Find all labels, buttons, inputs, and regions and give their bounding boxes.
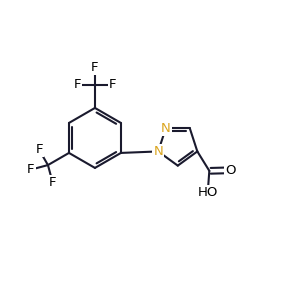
Text: O: O — [226, 164, 236, 177]
Text: F: F — [73, 78, 81, 91]
Text: F: F — [91, 61, 99, 74]
Text: F: F — [35, 143, 43, 156]
Text: F: F — [49, 176, 56, 189]
Text: HO: HO — [198, 186, 218, 199]
Text: N: N — [153, 145, 163, 158]
Text: F: F — [27, 163, 35, 176]
Text: N: N — [161, 122, 170, 135]
Text: F: F — [109, 78, 117, 91]
